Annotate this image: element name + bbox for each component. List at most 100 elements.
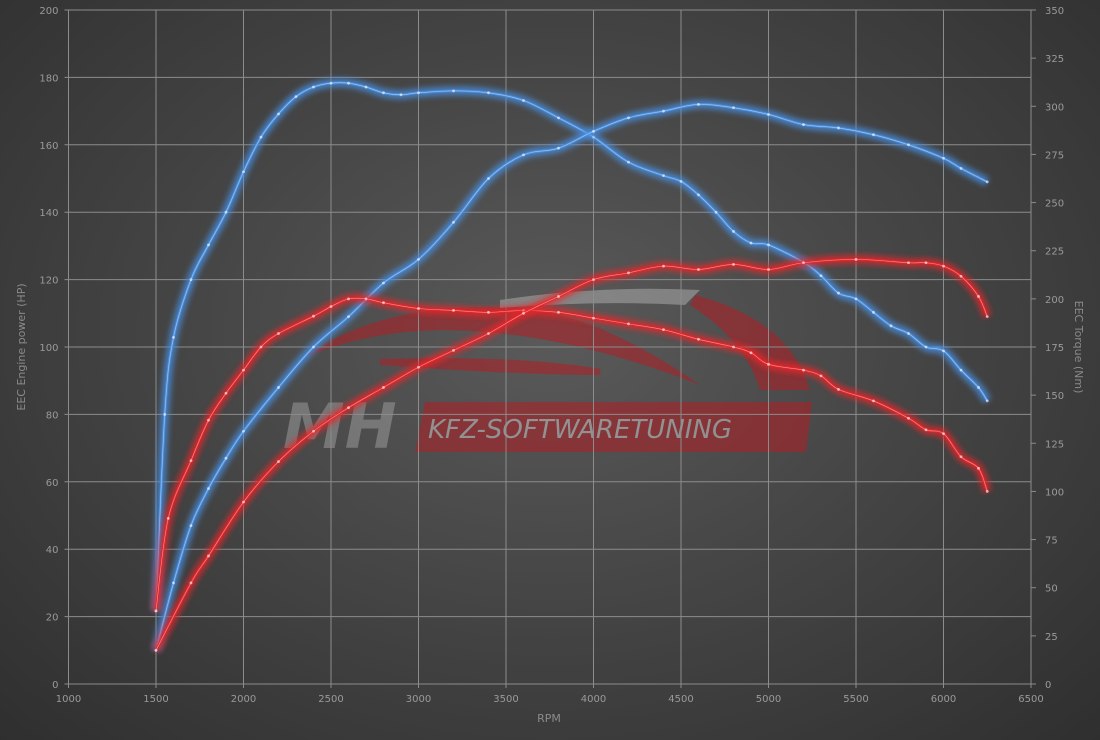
x-tick-label: 5000 <box>756 694 781 705</box>
data-point <box>802 123 805 126</box>
data-point <box>172 335 175 339</box>
y2-tick-label: 0 <box>1045 680 1051 691</box>
data-point <box>347 315 350 319</box>
data-point <box>452 89 455 93</box>
data-point <box>347 406 350 410</box>
y-tick-label: 0 <box>52 680 58 691</box>
data-point <box>312 314 315 318</box>
x-tick-label: 3000 <box>406 694 431 705</box>
data-point <box>557 295 560 298</box>
data-point <box>242 429 245 433</box>
data-point <box>487 310 490 314</box>
data-point <box>382 91 385 95</box>
data-point <box>985 315 989 319</box>
data-point <box>662 328 665 332</box>
data-point <box>312 429 315 433</box>
data-point <box>277 460 280 463</box>
data-point <box>942 264 945 268</box>
data-point <box>985 490 989 493</box>
data-point <box>714 210 718 214</box>
data-point <box>329 81 333 85</box>
data-point <box>163 413 167 416</box>
data-point <box>907 261 910 265</box>
data-point <box>364 297 368 301</box>
data-point <box>189 581 193 585</box>
series-2 <box>151 293 992 613</box>
y2-tick-label: 125 <box>1045 439 1064 450</box>
data-point <box>347 81 350 85</box>
data-point <box>959 455 963 459</box>
x-tick-label: 6500 <box>1018 694 1043 705</box>
y2-tick-label: 350 <box>1045 6 1064 17</box>
data-point <box>697 102 700 106</box>
watermark-mh: MH <box>283 390 397 463</box>
data-point <box>662 109 665 113</box>
data-point <box>364 85 368 89</box>
data-point <box>399 93 403 97</box>
data-point <box>242 500 245 504</box>
data-point <box>557 146 560 150</box>
data-point <box>854 297 858 301</box>
data-point <box>985 399 989 403</box>
data-point <box>907 416 910 420</box>
y2-tick-label: 100 <box>1045 487 1064 498</box>
data-point <box>627 160 630 164</box>
data-point <box>259 135 263 139</box>
data-point <box>487 332 490 335</box>
data-point <box>872 310 875 314</box>
data-point <box>224 210 228 214</box>
y2-tick-label: 300 <box>1045 102 1064 113</box>
data-point <box>977 466 980 470</box>
y2-tick-label: 150 <box>1045 391 1064 402</box>
data-point <box>924 345 928 349</box>
data-point <box>767 362 770 366</box>
y-tick-label: 40 <box>46 545 59 556</box>
y2-tick-label: 275 <box>1045 150 1064 161</box>
data-point <box>189 524 193 528</box>
data-point <box>224 391 228 395</box>
data-point <box>592 129 595 133</box>
y-tick-label: 140 <box>39 208 58 219</box>
x-tick-label: 2500 <box>318 694 343 705</box>
y-tick-label: 100 <box>39 343 58 354</box>
x-tick-label: 2000 <box>231 694 256 705</box>
data-point <box>382 301 385 305</box>
data-point <box>557 116 560 120</box>
data-point <box>329 305 333 308</box>
data-point <box>557 310 560 314</box>
y-axis-label: EEC Engine power (HP) <box>15 283 28 410</box>
data-point <box>679 179 683 183</box>
data-point <box>259 345 263 349</box>
data-point <box>767 113 770 116</box>
data-point <box>959 368 963 372</box>
data-point <box>732 230 735 233</box>
series-1 <box>151 99 990 652</box>
data-point <box>207 554 210 558</box>
data-point <box>487 177 490 180</box>
data-point <box>749 241 753 245</box>
y2-tick-label: 325 <box>1045 54 1064 65</box>
watermark-tagline: KFZ-SOFTWARETUNING <box>428 415 732 445</box>
data-point <box>627 116 630 120</box>
data-point <box>452 220 455 224</box>
data-point <box>207 418 210 422</box>
data-point <box>627 271 630 275</box>
data-point <box>977 295 980 298</box>
y2-tick-label: 25 <box>1045 632 1058 643</box>
data-point <box>522 99 525 102</box>
x-tick-label: 3500 <box>493 694 518 705</box>
data-point <box>697 337 700 341</box>
data-point <box>382 281 385 285</box>
y2-tick-label: 175 <box>1045 343 1064 354</box>
y2-tick-label: 50 <box>1045 584 1058 595</box>
data-point <box>697 193 700 197</box>
data-point <box>662 174 665 178</box>
data-point <box>417 91 420 95</box>
series-0 <box>151 78 992 613</box>
data-point <box>417 257 420 261</box>
y-tick-label: 80 <box>46 410 59 421</box>
y-tick-label: 180 <box>39 73 58 84</box>
data-point <box>907 143 910 147</box>
x-tick-label: 1500 <box>143 694 168 705</box>
